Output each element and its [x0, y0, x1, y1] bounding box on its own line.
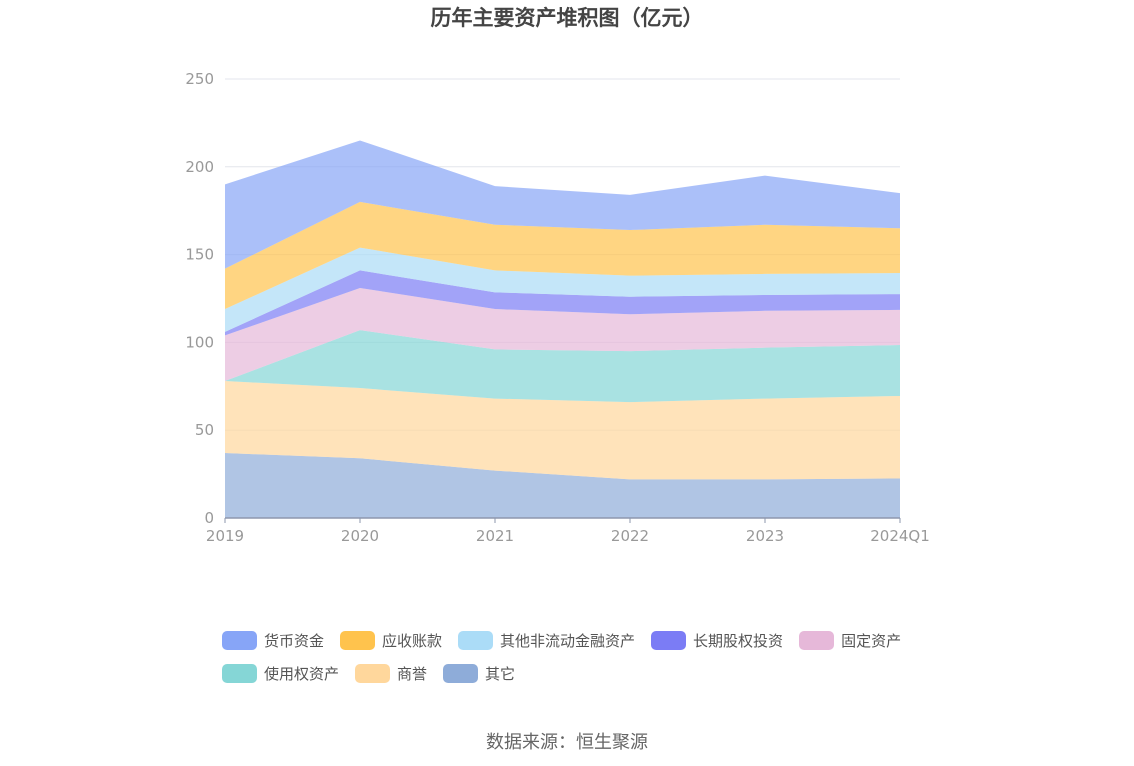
axes: 0 50 100 150 200 250 2019 2020 2021 2022 2023 2024Q…	[185, 70, 929, 545]
area-series	[225, 140, 900, 518]
x-tick-label: 2020	[341, 527, 379, 545]
legend-label: 长期股权投资	[693, 631, 784, 650]
legend-item[interactable]: 固定资产	[799, 630, 901, 650]
legend-label: 应收账款	[382, 631, 443, 650]
x-tick-label: 2023	[746, 527, 784, 545]
legend-item[interactable]: 货币资金	[222, 630, 324, 650]
legend-label: 固定资产	[841, 631, 902, 650]
legend-item[interactable]: 其它	[443, 663, 515, 683]
x-tick-label: 2019	[206, 527, 244, 545]
x-tick-label: 2021	[476, 527, 514, 545]
legend-swatch	[458, 630, 494, 650]
legend-swatch	[799, 630, 835, 650]
area-series-其它	[225, 453, 900, 518]
y-tick-label: 50	[195, 421, 214, 439]
chart-title: 历年主要资产堆积图（亿元）	[430, 6, 704, 30]
legend-item[interactable]: 使用权资产	[222, 663, 339, 683]
legend-label: 其他非流动金融资产	[500, 631, 636, 650]
y-tick-label: 0	[204, 509, 214, 527]
area-series-使用权资产	[225, 330, 900, 403]
area-series-应收账款	[225, 201, 900, 310]
x-tick-label: 2024Q1	[870, 527, 930, 545]
legend-item[interactable]: 其他非流动金融资产	[458, 630, 635, 650]
legend-item[interactable]: 应收账款	[340, 630, 442, 650]
legend-item[interactable]: 商誉	[355, 663, 427, 683]
y-tick-label: 100	[185, 333, 214, 351]
legend-swatch	[355, 663, 391, 683]
legend-swatch	[443, 663, 479, 683]
legend-label: 其它	[485, 664, 516, 683]
data-source-note: 数据来源：恒生聚源	[486, 732, 648, 753]
legend-item[interactable]: 长期股权投资	[651, 630, 783, 650]
legend-label: 使用权资产	[264, 664, 340, 683]
legend-swatch	[340, 630, 376, 650]
legend-label: 商誉	[397, 664, 428, 683]
area-series-其他非流动金融资产	[225, 247, 900, 332]
area-series-货币资金	[225, 140, 900, 269]
legend-swatch	[222, 630, 257, 650]
x-tick-label: 2022	[611, 527, 649, 545]
y-tick-label: 150	[185, 246, 214, 264]
area-series-固定资产	[225, 287, 900, 382]
y-tick-label: 200	[185, 158, 214, 176]
area-series-长期股权投资	[225, 270, 900, 336]
legend-swatch	[651, 630, 687, 650]
legend: 货币资金 应收账款 其他非流动金融资产 长期股权投资 固定资产使用权资产 商誉 其它	[222, 630, 942, 683]
y-tick-label: 250	[185, 70, 214, 88]
legend-swatch	[222, 663, 257, 683]
legend-label: 货币资金	[264, 631, 325, 650]
area-series-商誉	[225, 381, 900, 480]
